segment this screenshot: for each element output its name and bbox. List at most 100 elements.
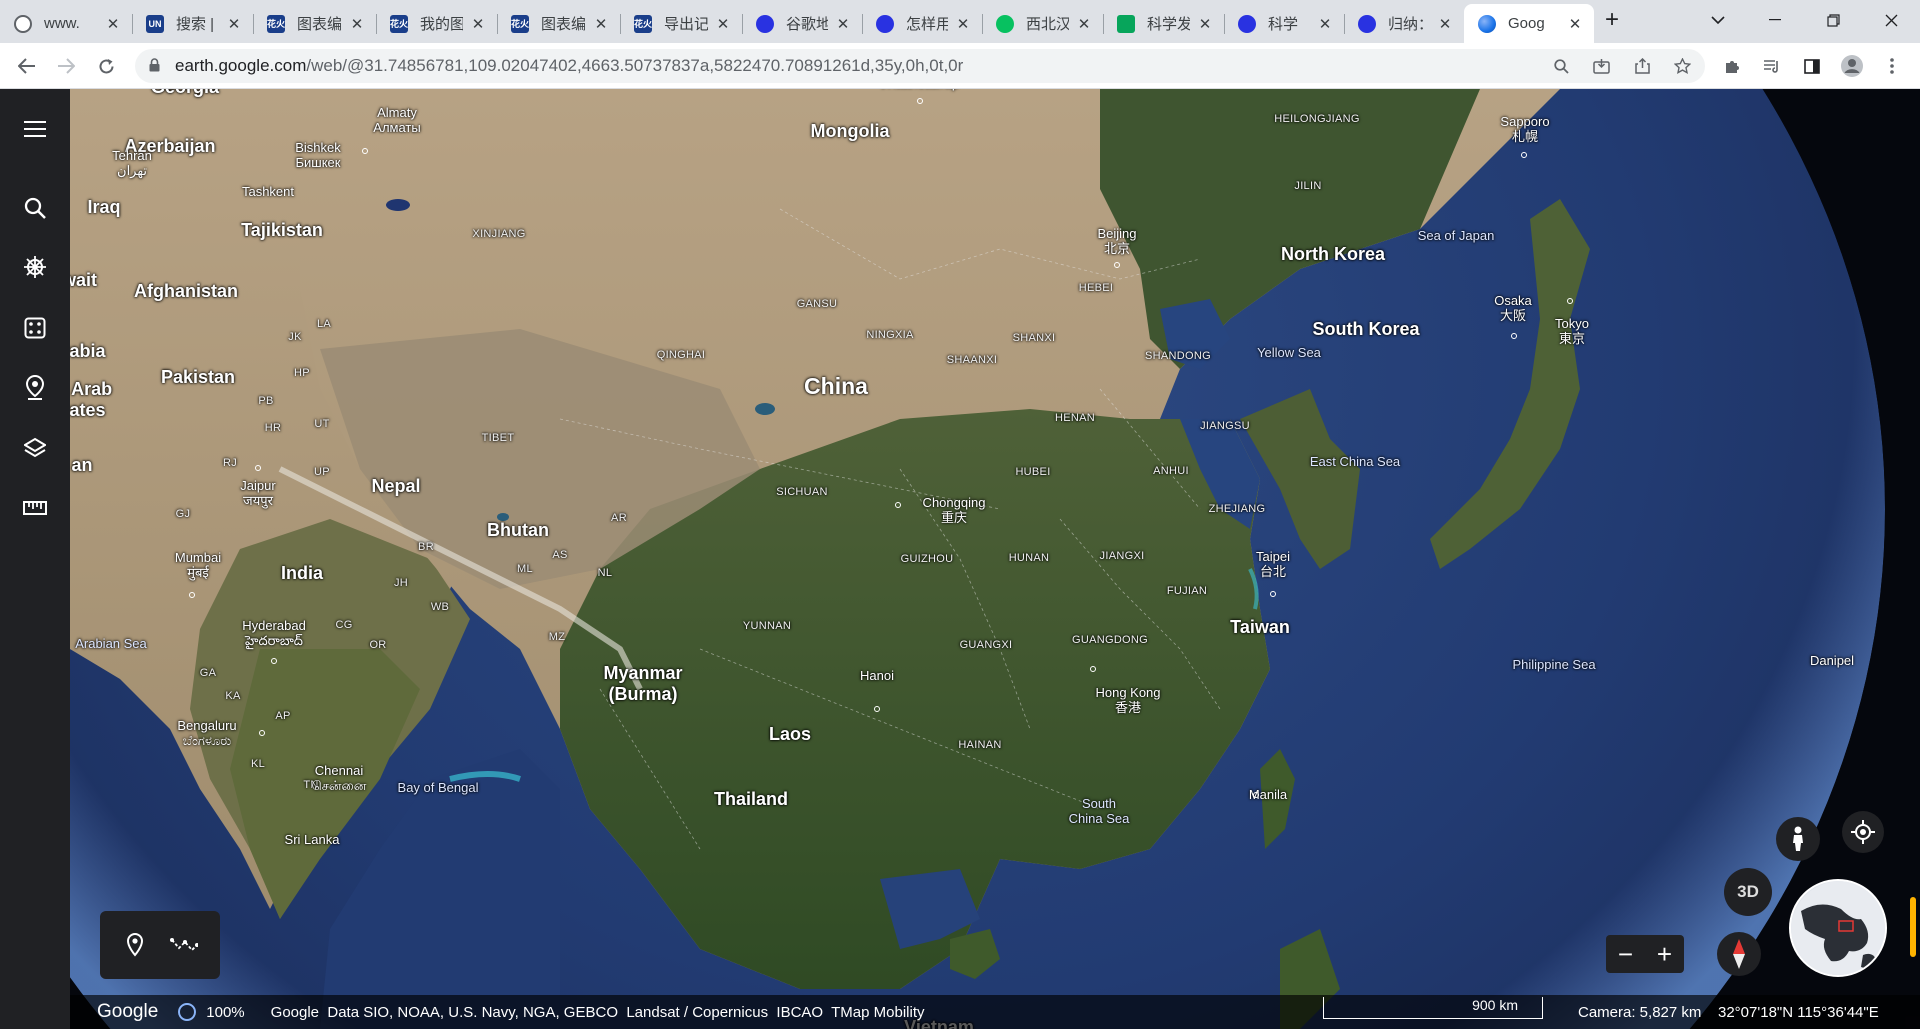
tab-close-icon[interactable]: ✕ xyxy=(716,15,730,33)
main-menu-hamburger-icon[interactable] xyxy=(15,109,55,149)
restore-window-button[interactable] xyxy=(1810,0,1856,40)
sea-label[interactable]: Arabian Sea xyxy=(75,636,147,651)
citie-label[interactable]: Tashkent xyxy=(241,184,295,199)
province-label[interactable]: UP xyxy=(314,466,330,478)
country-label[interactable]: Iraq xyxy=(87,197,121,217)
country-label[interactable]: Georgia xyxy=(151,89,219,98)
search-icon[interactable] xyxy=(15,188,55,228)
tab-10[interactable]: 科学 ✕ xyxy=(1224,4,1344,43)
zoom-in-button[interactable]: + xyxy=(1656,938,1673,969)
measure-ruler-icon[interactable] xyxy=(15,488,55,528)
reload-icon[interactable] xyxy=(92,52,120,80)
province-label[interactable]: AS xyxy=(552,549,568,561)
province-label[interactable]: YUNNAN xyxy=(742,620,792,632)
province-label[interactable]: MZ xyxy=(548,631,566,643)
tab-3[interactable]: 花火 我的图 ✕ xyxy=(376,4,497,43)
tab-1[interactable]: UN 搜索 | ✕ xyxy=(132,4,253,43)
province-label[interactable]: LA xyxy=(316,318,332,330)
back-arrow-icon[interactable] xyxy=(13,52,41,80)
city-marker-dot[interactable] xyxy=(1114,262,1120,268)
city-marker-dot[interactable] xyxy=(895,502,901,508)
country-label[interactable]: Azerbaijan xyxy=(124,136,216,156)
citie-label[interactable]: Osaka 大阪 xyxy=(1494,293,1532,323)
country-label[interactable]: Myanmar (Burma) xyxy=(603,663,683,704)
province-label[interactable]: AR xyxy=(611,512,627,524)
country-label[interactable]: Thailand xyxy=(713,789,789,809)
country-label[interactable]: an xyxy=(71,455,93,475)
city-marker-dot[interactable] xyxy=(1521,152,1527,158)
citie-label[interactable]: Manila xyxy=(1248,787,1288,802)
tab-8[interactable]: 西北汉 ✕ xyxy=(982,4,1103,43)
map-style-layers-icon[interactable] xyxy=(15,428,55,468)
sea-label[interactable]: Philippine Sea xyxy=(1512,657,1596,672)
tab-5[interactable]: 花火 导出记 ✕ xyxy=(620,4,742,43)
share-icon[interactable] xyxy=(1628,52,1656,80)
province-label[interactable]: KL xyxy=(250,758,266,770)
citie-label[interactable]: Hanoi xyxy=(860,668,894,683)
province-label[interactable]: UT xyxy=(314,418,330,430)
country-label[interactable]: Mongolia xyxy=(810,121,890,141)
province-label[interactable]: RJ xyxy=(222,457,238,469)
citie-label[interactable]: Sapporo 札幌 xyxy=(1500,114,1550,144)
province-label[interactable]: JH xyxy=(393,577,409,589)
city-marker-dot[interactable] xyxy=(362,148,368,154)
province-label[interactable]: TN xyxy=(303,779,319,791)
city-marker-dot[interactable] xyxy=(1253,792,1259,798)
citie-label[interactable]: Jaipur जयपुर xyxy=(240,478,276,508)
province-label[interactable]: KA xyxy=(225,690,241,702)
side-panel-icon[interactable] xyxy=(1798,52,1826,80)
province-label[interactable]: SHANXI xyxy=(1012,332,1056,344)
citie-label[interactable]: Chongqing 重庆 xyxy=(922,495,986,525)
province-label[interactable]: JILIN xyxy=(1294,180,1322,192)
big-label[interactable]: China xyxy=(804,373,868,399)
tab-7[interactable]: 怎样用 ✕ xyxy=(862,4,982,43)
country-label[interactable]: India xyxy=(280,563,324,583)
country-label[interactable]: Tajikistan xyxy=(241,220,323,240)
scale-bar[interactable]: 900 km xyxy=(1323,997,1543,1019)
extensions-puzzle-icon[interactable] xyxy=(1718,52,1746,80)
sea-label[interactable]: Bay of Bengal xyxy=(397,780,479,795)
country-label[interactable]: Nepal xyxy=(371,476,421,496)
tab-9[interactable]: 科学发 ✕ xyxy=(1103,4,1224,43)
province-label[interactable]: HEBEI xyxy=(1078,282,1114,294)
data-attribution[interactable]: Google Data SIO, NOAA, U.S. Navy, NGA, G… xyxy=(270,1003,925,1021)
citie-label[interactable]: Hong Kong 香港 xyxy=(1095,685,1161,715)
citie-label[interactable]: Taipei 台北 xyxy=(1256,549,1290,579)
sea-label[interactable]: Sea of Japan xyxy=(1417,228,1495,243)
voyager-ship-wheel-icon[interactable] xyxy=(15,247,55,287)
feeling-lucky-dice-icon[interactable] xyxy=(15,308,55,348)
citie-label[interactable]: Beijing 北京 xyxy=(1097,226,1137,256)
tab-6[interactable]: 谷歌地 ✕ xyxy=(742,4,862,43)
install-app-icon[interactable] xyxy=(1587,52,1615,80)
country-label[interactable]: Pakistan xyxy=(160,367,236,387)
tab-0[interactable]: www. ✕ xyxy=(0,4,132,43)
province-label[interactable]: PB xyxy=(258,395,274,407)
tab-close-icon[interactable]: ✕ xyxy=(1077,15,1091,33)
city-marker-dot[interactable] xyxy=(1270,591,1276,597)
tab-11[interactable]: 归纳： ✕ xyxy=(1344,4,1464,43)
province-label[interactable]: XINJIANG xyxy=(472,228,526,240)
tab-close-icon[interactable]: ✕ xyxy=(106,15,120,33)
province-label[interactable]: NINGXIA xyxy=(866,329,914,341)
add-placemark-pin-icon[interactable] xyxy=(119,929,151,961)
province-label[interactable]: SHANDONG xyxy=(1145,350,1211,362)
province-label[interactable]: JIANGXI xyxy=(1099,550,1145,562)
citie-label[interactable]: Hyderabad హైదరాబాద్ xyxy=(242,618,306,648)
city-marker-dot[interactable] xyxy=(1511,333,1517,339)
citie-label[interactable]: Tokyo 東京 xyxy=(1555,316,1589,346)
forward-arrow-icon[interactable] xyxy=(52,52,80,80)
lock-icon[interactable] xyxy=(149,57,165,75)
city-marker-dot[interactable] xyxy=(189,592,195,598)
province-label[interactable]: GA xyxy=(199,667,217,679)
time-slider-handle[interactable] xyxy=(1910,897,1916,957)
compass-icon[interactable] xyxy=(1717,932,1761,976)
province-label[interactable]: AP xyxy=(275,710,291,722)
province-label[interactable]: ANHUI xyxy=(1153,465,1189,477)
country-label[interactable]: Taiwan xyxy=(1230,617,1290,637)
citie-label[interactable]: Almaty Алматы xyxy=(373,105,421,135)
tab-close-icon[interactable]: ✕ xyxy=(227,15,241,33)
citie-label[interactable]: Bishkek Бишкек xyxy=(295,140,341,170)
sea-label[interactable]: South China Sea xyxy=(1068,796,1130,826)
country-label[interactable]: Bhutan xyxy=(487,520,549,540)
province-label[interactable]: GUANGDONG xyxy=(1071,634,1149,646)
